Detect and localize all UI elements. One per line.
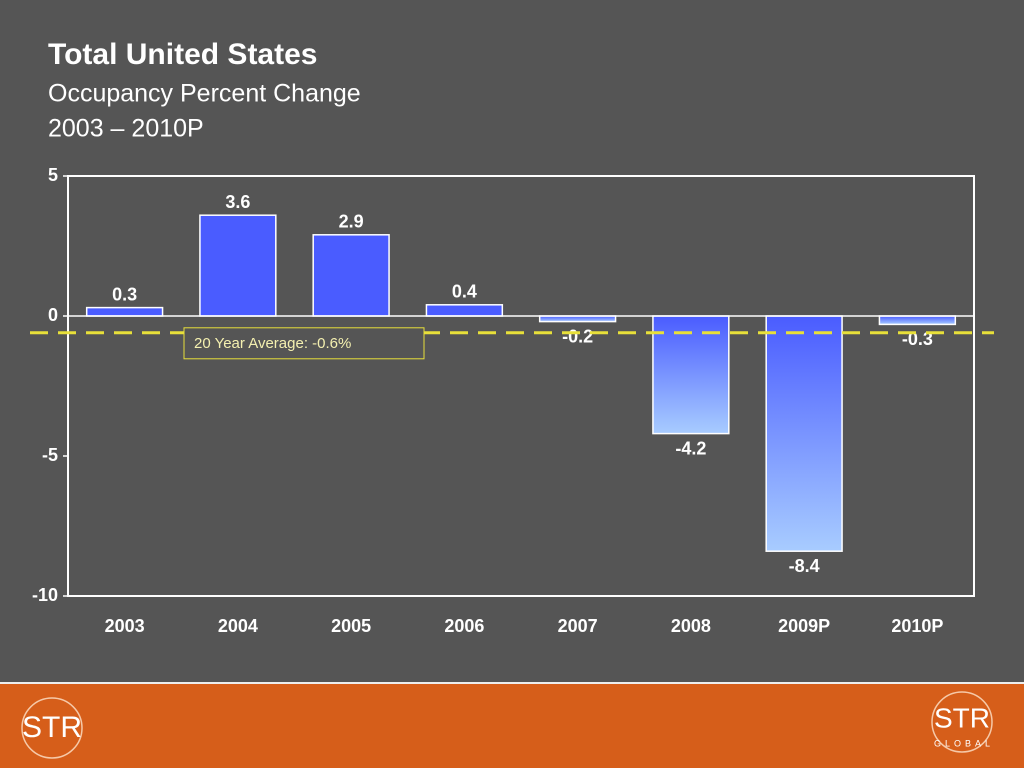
logo-right: STR — [934, 702, 990, 733]
bar — [652, 315, 730, 435]
bar — [765, 315, 843, 552]
logo-ring — [21, 697, 83, 759]
logo-left: STR — [22, 711, 82, 744]
plot-frame — [67, 175, 975, 597]
data-label: 2.9 — [339, 212, 364, 232]
y-tick-label: 0 — [48, 305, 58, 325]
y-tick-label: -5 — [42, 445, 58, 465]
annotation-text: 20 Year Average: -0.6% — [194, 335, 351, 352]
x-tick-label: 2008 — [671, 616, 711, 636]
x-tick-label: 2006 — [444, 616, 484, 636]
bar — [878, 315, 957, 326]
bar — [425, 304, 504, 317]
x-tick-label: 2007 — [558, 616, 598, 636]
y-tick-label: 5 — [48, 165, 58, 185]
footer-band — [0, 683, 1024, 768]
data-label: -0.2 — [562, 326, 593, 346]
data-label: -8.4 — [789, 556, 820, 576]
data-label: 3.6 — [225, 192, 250, 212]
x-tick-label: 2004 — [218, 616, 258, 636]
bar — [538, 315, 617, 323]
bar — [312, 234, 390, 317]
data-label: 0.4 — [452, 282, 477, 302]
data-label: 0.3 — [112, 284, 137, 304]
logo-right-sub: GLOBAL — [934, 738, 994, 748]
x-tick-label: 2010P — [891, 616, 943, 636]
x-tick-label: 2003 — [105, 616, 145, 636]
chart-subtitle: 2003 – 2010P — [48, 115, 204, 143]
bar — [199, 214, 277, 317]
data-label: -4.2 — [675, 438, 706, 458]
logo-ring — [931, 691, 993, 753]
x-tick-label: 2005 — [331, 616, 371, 636]
bar — [85, 306, 164, 317]
x-tick-label: 2009P — [778, 616, 830, 636]
chart-subtitle: Occupancy Percent Change — [48, 80, 361, 108]
y-tick-label: -10 — [32, 585, 58, 605]
chart-title: Total United States — [48, 38, 317, 71]
annotation-box — [183, 327, 425, 360]
